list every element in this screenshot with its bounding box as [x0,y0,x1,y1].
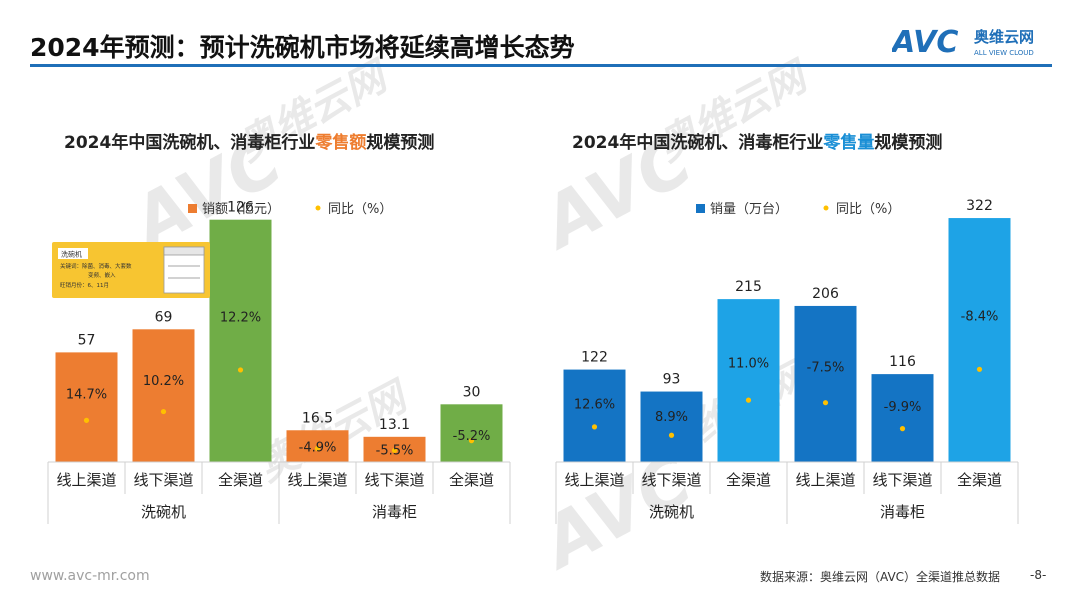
left-chart-title: 2024年中国洗碗机、消毒柜行业零售额规模预测 [64,128,434,153]
category-label: 线上渠道 [795,471,855,489]
legend-label-value: 销额（亿元） [202,202,280,217]
bar [794,305,857,462]
yoy-marker [314,445,321,452]
category-label: 全渠道 [957,471,1002,489]
group-label: 洗碗机 [649,503,694,521]
title-divider [30,64,1052,67]
yoy-label: 10.2% [143,374,184,389]
data-source: 数据来源：奥维云网（AVC）全渠道推总数据 [760,570,1001,584]
right-title-pre: 2024年中国洗碗机、消毒柜行业 [572,133,824,153]
yoy-marker [591,424,598,430]
bar-value-label: 126 [227,200,254,216]
logo-en: ALL VIEW CLOUD [974,49,1034,57]
bar [132,329,195,462]
right-title-post: 规模预测 [874,133,943,153]
yoy-marker [899,426,906,432]
chart-legend: 销额（亿元） 同比（%） [188,202,392,217]
legend-label-value: 销量（万台） [710,202,788,217]
bar-value-label: 116 [889,354,916,370]
legend-swatch-value [696,204,705,213]
dishwasher-icon [163,246,205,294]
logo-text: AVC [892,25,958,60]
category-label: 线上渠道 [287,471,347,489]
left-title-pre: 2024年中国洗碗机、消毒柜行业 [64,133,316,153]
chart-legend: 销量（万台） 同比（%） [696,202,900,217]
yoy-label: -5.2% [453,429,491,444]
badge-line3: 旺销月份：6、11月 [60,281,109,289]
bar [717,299,780,462]
left-title-highlight: 零售额 [315,133,367,153]
group-label: 消毒柜 [372,503,417,521]
badge-line1: 关键词：除菌、消毒、大套数 [60,262,132,270]
footer-url[interactable]: www.avc-mr.com [30,568,150,584]
bar-value-label: 206 [812,286,839,302]
category-label: 线上渠道 [564,471,624,489]
bar-value-label: 30 [463,384,481,400]
bar [871,374,934,462]
bar [640,391,703,462]
legend-label-yoy: 同比（%） [328,202,392,217]
bar [55,352,118,462]
right-chart-title: 2024年中国洗碗机、消毒柜行业零售量规模预测 [572,128,942,153]
bar-value-label: 69 [155,309,173,325]
yoy-label: 12.2% [220,310,261,325]
page-title: 2024年预测：预计洗碗机市场将延续高增长态势 [30,33,575,62]
yoy-label: 11.0% [728,357,769,372]
bar [440,404,503,462]
yoy-label: -4.9% [299,441,337,456]
retail-volume-chart: 销量（万台） 同比（%） 122 12.6% 93 8.9% 215 11.0% 206 -7.5… [555,198,1019,524]
bar-value-label: 57 [78,332,96,348]
category-label: 全渠道 [726,471,771,489]
yoy-label: 12.6% [574,397,615,412]
yoy-marker [668,432,675,438]
yoy-marker [391,447,398,454]
right-title-highlight: 零售量 [823,133,875,153]
yoy-label: -5.5% [376,444,414,459]
yoy-marker [237,367,244,373]
bar [948,218,1011,462]
category-label: 线下渠道 [872,471,932,489]
bar [563,369,626,462]
legend-marker-yoy [315,205,321,211]
yoy-label: -8.4% [961,310,999,325]
yoy-label: 14.7% [66,387,107,402]
category-label: 全渠道 [218,471,263,489]
category-label: 线下渠道 [641,471,701,489]
category-label: 线下渠道 [133,471,193,489]
badge-line2: 变频、嵌入 [88,271,116,279]
bar-value-label: 322 [966,198,993,214]
bar [209,219,272,462]
yoy-marker [83,417,90,423]
yoy-marker [468,438,475,444]
bar-value-label: 13.1 [379,417,410,433]
bar-value-label: 215 [735,279,762,295]
yoy-label: 8.9% [655,410,688,425]
category-label: 线下渠道 [364,471,424,489]
category-label: 线上渠道 [56,471,116,489]
legend-marker-yoy [823,205,829,211]
avc-logo: AVC 奥维云网 ALL VIEW CLOUD [892,25,1034,60]
yoy-label: -7.5% [807,360,845,375]
yoy-marker [976,366,983,372]
yoy-marker [745,397,752,403]
logo-cn: 奥维云网 [974,28,1034,46]
yoy-marker [822,400,829,406]
category-label: 全渠道 [449,471,494,489]
page-number: -8- [1030,568,1047,582]
retail-sales-chart: 销额（亿元） 同比（%） 57 14.7% 69 10.2% 126 12.2% 16.5 -4.… [47,200,511,524]
yoy-marker [160,408,167,415]
bar-value-label: 122 [581,350,608,366]
badge-label: 洗碗机 [61,250,82,259]
legend-label-yoy: 同比（%） [836,202,900,217]
bar-value-label: 93 [663,372,681,388]
legend-swatch-value [188,204,197,213]
group-label: 洗碗机 [141,503,186,521]
group-label: 消毒柜 [880,503,925,521]
dishwasher-badge: 洗碗机 关键词：除菌、消毒、大套数 变频、嵌入 旺销月份：6、11月 [52,242,210,298]
yoy-label: -9.9% [884,400,922,415]
left-title-post: 规模预测 [366,133,435,153]
bar-value-label: 16.5 [302,410,333,426]
